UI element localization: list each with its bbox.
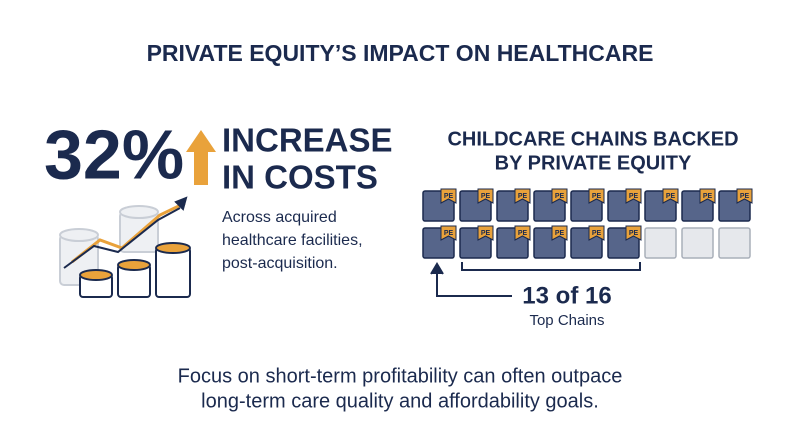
pe-badge: PE: [592, 230, 602, 237]
pe-tag: [551, 188, 568, 204]
pe-tag: [662, 188, 679, 204]
pe-tag: [699, 188, 716, 204]
footer-text: Focus on short-term profitability can of…: [178, 365, 623, 387]
pe-badge: PE: [592, 193, 602, 200]
pe-tag: [477, 188, 494, 204]
stat-description: healthcare facilities,: [222, 232, 363, 249]
chains-heading: BY PRIVATE EQUITY: [495, 152, 692, 174]
pe-tag: [736, 188, 753, 204]
stat-description: Across acquired: [222, 209, 337, 226]
stat-label: IN COSTS: [222, 159, 378, 196]
pe-badge: PE: [629, 230, 639, 237]
pe-badge: PE: [555, 230, 565, 237]
pe-tag: [440, 188, 457, 204]
chain-box: [718, 227, 751, 259]
pe-badge: PE: [481, 230, 491, 237]
pe-tag: [588, 188, 605, 204]
pe-badge: PE: [629, 193, 639, 200]
footer-text: long-term care quality and affordability…: [201, 390, 599, 412]
stat-label: INCREASE: [222, 122, 393, 159]
title: PRIVATE EQUITY’S IMPACT ON HEALTHCARE: [147, 40, 654, 66]
pe-badge: PE: [740, 193, 750, 200]
chains-heading: CHILDCARE CHAINS BACKED: [447, 128, 738, 150]
up-arrow: [186, 130, 216, 185]
pe-tag: [514, 188, 531, 204]
chain-box: [644, 227, 677, 259]
pe-tag: [514, 225, 531, 241]
pe-badge: PE: [555, 193, 565, 200]
pe-tag: [551, 225, 568, 241]
chains-caption: Top Chains: [529, 312, 604, 329]
chain-box: [681, 227, 714, 259]
pe-tag: [625, 188, 642, 204]
pe-badge: PE: [518, 230, 528, 237]
pe-badge: PE: [481, 193, 491, 200]
pe-tag: [588, 225, 605, 241]
stat-value: 32%: [44, 115, 184, 193]
pe-tag: [477, 225, 494, 241]
chains-count: 13 of 16: [522, 282, 611, 309]
chain-grid: PE PE PE PE PE PE PE PE PE PE PE PE PE PE PE: [422, 188, 753, 259]
pe-badge: PE: [444, 230, 454, 237]
stat-description: post-acquisition.: [222, 255, 338, 272]
pe-badge: PE: [703, 193, 713, 200]
pe-badge: PE: [666, 193, 676, 200]
pe-badge: PE: [444, 193, 454, 200]
pe-tag: [625, 225, 642, 241]
pe-badge: PE: [518, 193, 528, 200]
coins-illustration: [59, 196, 191, 298]
bracket: [430, 262, 641, 297]
pe-tag: [440, 225, 457, 241]
